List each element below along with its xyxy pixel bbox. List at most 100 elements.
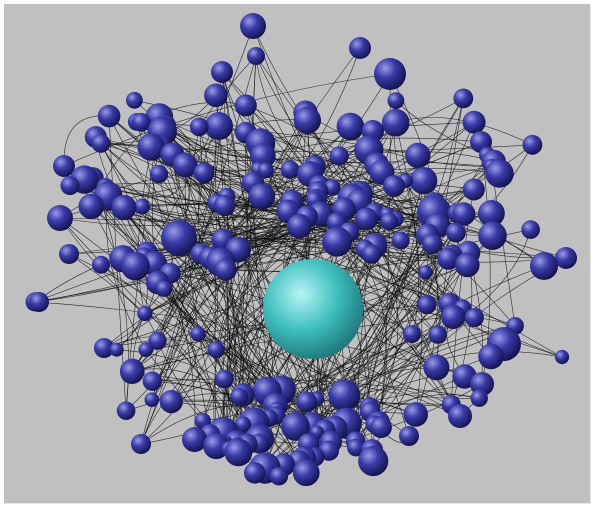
graph-node-sphere[interactable] xyxy=(485,159,514,188)
graph-node-sphere[interactable] xyxy=(97,104,121,128)
graph-node-sphere[interactable] xyxy=(234,94,257,117)
graph-node-sphere[interactable] xyxy=(287,213,312,239)
graph-node-sphere[interactable] xyxy=(387,92,405,109)
graph-node-sphere[interactable] xyxy=(60,175,80,196)
graph-node-sphere[interactable] xyxy=(131,434,151,454)
graph-node-sphere[interactable] xyxy=(109,342,124,357)
graph-node-sphere[interactable] xyxy=(211,61,233,83)
graph-node-sphere[interactable] xyxy=(120,360,144,384)
graph-node-sphere[interactable] xyxy=(374,58,406,90)
graph-node-sphere[interactable] xyxy=(455,252,480,278)
graph-node-sphere[interactable] xyxy=(554,349,570,365)
graph-node-sphere[interactable] xyxy=(380,212,399,231)
graph-node-sphere[interactable] xyxy=(182,427,207,452)
graph-node-sphere[interactable] xyxy=(257,162,274,179)
graph-node-sphere[interactable] xyxy=(244,462,266,484)
graph-node-sphere[interactable] xyxy=(224,438,253,467)
graph-node-sphere[interactable] xyxy=(137,305,153,322)
graph-node-sphere[interactable] xyxy=(370,416,392,439)
graph-node-sphere[interactable] xyxy=(161,220,197,256)
graph-node-sphere[interactable] xyxy=(462,110,486,134)
graph-node-sphere[interactable] xyxy=(148,331,167,350)
graph-node-sphere[interactable] xyxy=(205,112,233,140)
graph-node-sphere[interactable] xyxy=(280,160,300,179)
graph-node-sphere[interactable] xyxy=(383,175,405,197)
graph-node-sphere[interactable] xyxy=(399,426,419,446)
graph-node-sphere[interactable] xyxy=(159,390,183,414)
central-hub-sphere[interactable] xyxy=(263,259,363,359)
graph-node-sphere[interactable] xyxy=(91,134,111,153)
graph-node-sphere[interactable] xyxy=(448,404,472,428)
graph-node-sphere[interactable] xyxy=(417,295,437,315)
graph-node-sphere[interactable] xyxy=(92,255,110,274)
graph-node-sphere[interactable] xyxy=(470,389,488,407)
graph-node-sphere[interactable] xyxy=(437,247,460,270)
graph-node-sphere[interactable] xyxy=(247,47,265,65)
graph-node-sphere[interactable] xyxy=(391,231,410,250)
graph-node-sphere[interactable] xyxy=(189,117,209,137)
graph-node-sphere[interactable] xyxy=(172,152,198,178)
graph-node-sphere[interactable] xyxy=(453,88,474,109)
graph-node-sphere[interactable] xyxy=(347,438,365,457)
graph-node-sphere[interactable] xyxy=(423,354,450,381)
graph-node-sphere[interactable] xyxy=(142,371,162,391)
graph-node-sphere[interactable] xyxy=(530,252,558,280)
graph-node-sphere[interactable] xyxy=(94,338,114,358)
graph-node-sphere[interactable] xyxy=(296,391,318,413)
graph-node-sphere[interactable] xyxy=(362,244,382,264)
graph-node-sphere[interactable] xyxy=(478,343,504,370)
graph-node-sphere[interactable] xyxy=(149,164,169,184)
graph-node-sphere[interactable] xyxy=(131,112,151,132)
graph-node-sphere[interactable] xyxy=(230,387,249,406)
graph-node-sphere[interactable] xyxy=(478,221,507,250)
graph-node-sphere[interactable] xyxy=(248,183,276,210)
graph-node-sphere[interactable] xyxy=(462,178,485,201)
network-3d-viewport[interactable] xyxy=(4,4,591,504)
graph-node-sphere[interactable] xyxy=(134,198,150,215)
graph-node-sphere[interactable] xyxy=(215,369,234,389)
graph-node-sphere[interactable] xyxy=(418,265,433,280)
graph-node-sphere[interactable] xyxy=(452,202,476,226)
graph-node-sphere[interactable] xyxy=(478,200,505,227)
graph-node-sphere[interactable] xyxy=(555,247,577,269)
graph-node-sphere[interactable] xyxy=(328,379,361,412)
graph-node-sphere[interactable] xyxy=(403,402,429,427)
graph-node-sphere[interactable] xyxy=(193,162,215,184)
graph-node-sphere[interactable] xyxy=(521,220,540,239)
graph-node-sphere[interactable] xyxy=(322,226,352,257)
graph-node-sphere[interactable] xyxy=(409,167,438,195)
graph-node-sphere[interactable] xyxy=(349,37,371,59)
graph-node-sphere[interactable] xyxy=(358,445,389,477)
graph-node-sphere[interactable] xyxy=(59,244,79,264)
graph-node-sphere[interactable] xyxy=(428,325,447,344)
graph-node-sphere[interactable] xyxy=(292,459,320,487)
graph-node-sphere[interactable] xyxy=(213,194,236,217)
graph-node-sphere[interactable] xyxy=(522,134,543,155)
graph-node-sphere[interactable] xyxy=(111,194,137,221)
graph-node-sphere[interactable] xyxy=(53,155,75,177)
graph-node-sphere[interactable] xyxy=(422,233,443,255)
graph-node-sphere[interactable] xyxy=(234,416,252,433)
graph-node-sphere[interactable] xyxy=(137,133,165,161)
graph-node-sphere[interactable] xyxy=(240,13,266,39)
graph-node-sphere[interactable] xyxy=(354,207,378,231)
graph-node-sphere[interactable] xyxy=(120,251,150,281)
graph-node-sphere[interactable] xyxy=(190,326,206,342)
graph-node-sphere[interactable] xyxy=(403,325,421,343)
graph-node-sphere[interactable] xyxy=(214,258,237,281)
graph-node-sphere[interactable] xyxy=(204,83,228,108)
graph-node-sphere[interactable] xyxy=(47,205,73,231)
graph-node-sphere[interactable] xyxy=(281,412,310,441)
graph-node-sphere[interactable] xyxy=(138,342,154,357)
graph-node-sphere[interactable] xyxy=(470,372,494,396)
graph-node-sphere[interactable] xyxy=(207,341,225,359)
graph-node-sphere[interactable] xyxy=(329,146,349,166)
graph-node-sphere[interactable] xyxy=(381,108,410,137)
graph-node-sphere[interactable] xyxy=(155,280,173,297)
graph-node-sphere[interactable] xyxy=(405,142,431,169)
graph-node-sphere[interactable] xyxy=(78,193,104,220)
graph-node-sphere[interactable] xyxy=(116,401,136,421)
graph-node-sphere[interactable] xyxy=(336,112,365,141)
graph-node-sphere[interactable] xyxy=(293,106,321,134)
graph-node-sphere[interactable] xyxy=(125,91,143,109)
